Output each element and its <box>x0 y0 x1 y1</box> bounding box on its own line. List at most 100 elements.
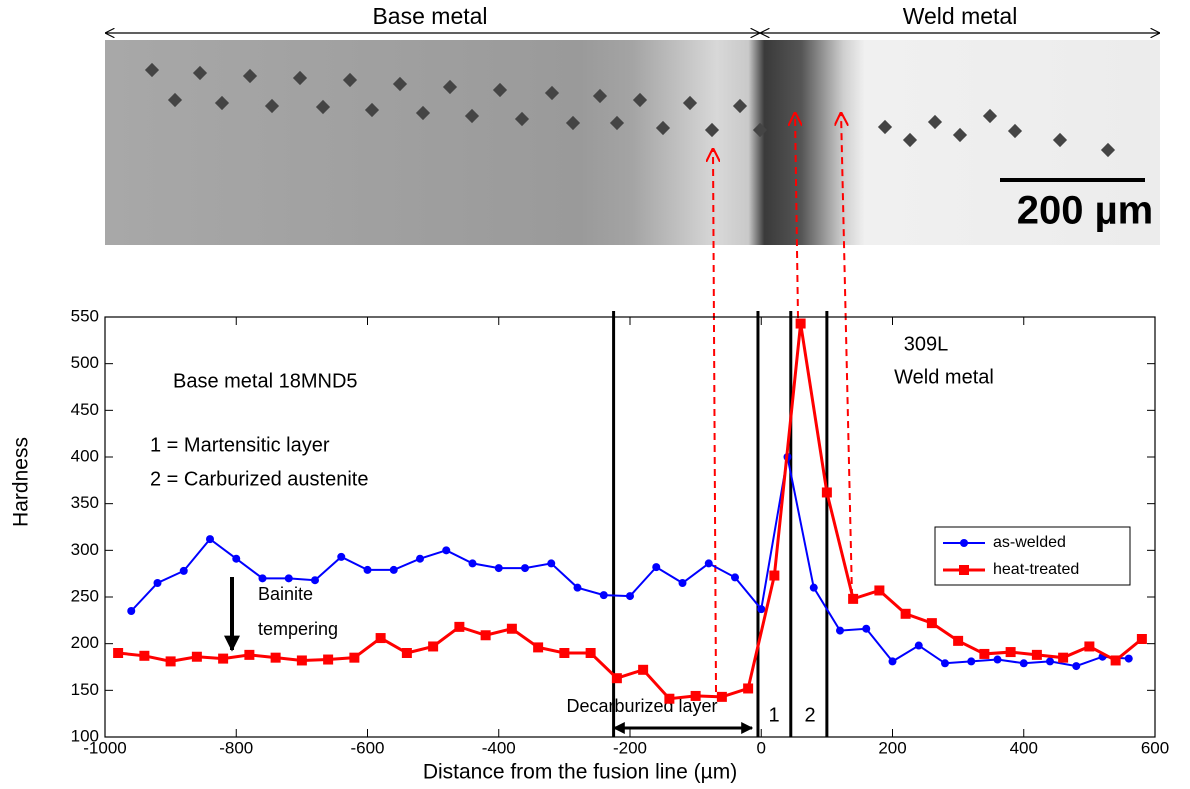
indent <box>1007 123 1023 139</box>
data-point <box>559 648 570 658</box>
data-point <box>547 559 556 568</box>
data-point <box>323 654 334 665</box>
data-point <box>113 648 124 658</box>
x-tick-label: 0 <box>757 738 766 757</box>
data-point <box>704 559 713 568</box>
data-point <box>652 563 661 572</box>
data-point <box>1136 634 1147 644</box>
data-point <box>349 652 360 663</box>
data-point <box>953 635 964 646</box>
y-tick-label: 250 <box>71 586 99 605</box>
data-point <box>139 650 150 661</box>
indent <box>927 114 943 130</box>
data-point <box>795 318 806 329</box>
data-point <box>442 546 451 555</box>
x-tick-label: -800 <box>219 738 253 757</box>
data-point <box>1046 657 1054 666</box>
data-point <box>1058 652 1069 663</box>
indent <box>544 85 560 101</box>
data-point <box>480 630 491 641</box>
indent <box>292 70 308 86</box>
indent <box>1100 142 1116 158</box>
indent <box>902 132 918 148</box>
data-point <box>678 579 687 587</box>
annotation: 309L <box>904 333 949 355</box>
indent <box>364 102 380 118</box>
legend-label: heat-treated <box>993 561 1079 578</box>
data-point <box>573 583 582 592</box>
data-point <box>862 624 871 633</box>
data-point <box>585 648 596 658</box>
indent <box>264 98 280 114</box>
indent <box>592 88 608 104</box>
data-point <box>1110 655 1121 666</box>
indent <box>1052 132 1068 148</box>
data-point <box>1031 649 1042 660</box>
x-tick-label: -200 <box>613 738 647 757</box>
data-point <box>454 621 465 632</box>
data-point <box>375 633 386 644</box>
data-point <box>900 608 911 619</box>
indent <box>565 115 581 131</box>
indent <box>752 122 768 138</box>
y-tick-label: 200 <box>71 633 99 652</box>
indent <box>632 92 648 108</box>
data-point <box>638 664 649 675</box>
data-point <box>191 651 202 662</box>
data-point <box>521 564 529 573</box>
data-point <box>1072 662 1081 671</box>
data-point <box>232 554 241 563</box>
annotation: Bainite <box>258 584 313 604</box>
x-axis-label: Distance from the fusion line (µm) <box>423 761 737 784</box>
data-point <box>664 693 675 704</box>
x-tick-label: 400 <box>1010 738 1038 757</box>
indent <box>442 79 458 95</box>
data-point <box>165 656 176 667</box>
data-point <box>809 583 818 592</box>
y-tick-label: 450 <box>71 400 99 419</box>
guide-arrow <box>713 148 716 693</box>
indent <box>315 99 331 115</box>
legend: as-welded heat-treated <box>934 526 1131 586</box>
data-point <box>611 673 622 684</box>
guide-arrow <box>795 112 798 319</box>
y-tick-label: 400 <box>71 446 99 465</box>
indent <box>877 119 893 135</box>
legend-marker <box>960 539 968 547</box>
y-tick-label: 150 <box>71 680 99 699</box>
annotation: Weld metal <box>894 366 994 388</box>
data-point <box>258 574 267 583</box>
data-point <box>731 573 739 582</box>
data-point <box>690 690 701 701</box>
indent <box>514 111 530 127</box>
micrograph-image <box>105 40 1160 245</box>
data-point <box>769 570 780 581</box>
data-point <box>127 607 136 615</box>
indent <box>392 76 408 92</box>
legend-label: as-welded <box>993 534 1066 551</box>
data-point <box>716 691 727 702</box>
x-tick-label: -600 <box>350 738 384 757</box>
data-point <box>1019 659 1028 668</box>
y-tick-label: 100 <box>71 726 99 745</box>
guide-arrow <box>841 112 853 597</box>
annotation: 1 <box>768 704 779 726</box>
data-point <box>296 655 307 666</box>
data-point <box>428 641 439 652</box>
legend-marker <box>959 565 969 575</box>
data-point <box>743 683 754 694</box>
data-point <box>1005 647 1016 658</box>
data-point <box>821 487 832 498</box>
annotation: 1 = Martensitic layer <box>150 434 330 456</box>
data-point <box>270 652 281 663</box>
y-axis-label: Hardness <box>10 437 33 527</box>
data-point <box>888 657 897 666</box>
data-point <box>416 554 424 563</box>
y-tick-label: 350 <box>71 493 99 512</box>
base-label: Base metal <box>372 3 487 29</box>
indent <box>952 127 968 143</box>
x-tick-label: 600 <box>1141 738 1169 757</box>
data-point <box>533 642 544 653</box>
